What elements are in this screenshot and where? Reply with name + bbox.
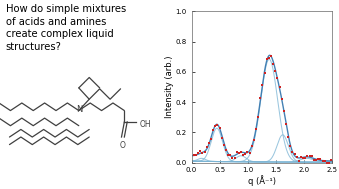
Y-axis label: Intensity (arb.): Intensity (arb.)	[165, 56, 174, 118]
Text: OH: OH	[140, 120, 151, 129]
Text: N: N	[77, 105, 83, 114]
Text: O: O	[120, 141, 125, 150]
X-axis label: q (Å⁻¹): q (Å⁻¹)	[248, 175, 276, 186]
Text: How do simple mixtures
of acids and amines
create complex liquid
structures?: How do simple mixtures of acids and amin…	[6, 4, 126, 52]
